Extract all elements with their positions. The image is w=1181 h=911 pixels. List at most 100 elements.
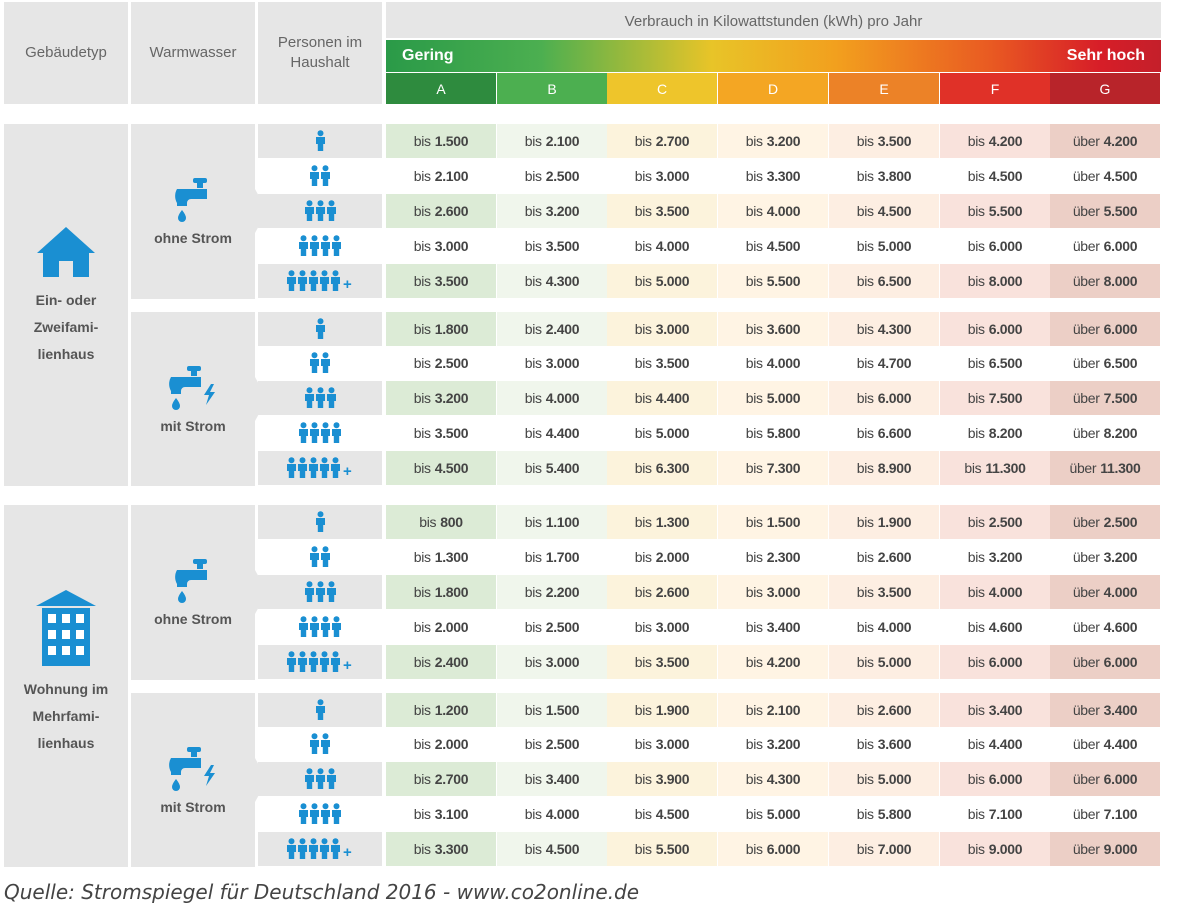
- value-cell-b: bis 4.300: [497, 263, 607, 298]
- value-cell-number: 2.700: [434, 771, 469, 788]
- svg-text:+: +: [343, 463, 352, 479]
- value-cell-f: bis 8.200: [940, 416, 1050, 451]
- value-cell-number: 9.000: [988, 841, 1023, 858]
- warmwasser-panel: ohne Strom: [131, 124, 267, 299]
- value-cell-number: 2.600: [434, 202, 469, 219]
- value-cell-c: bis 3.500: [607, 193, 717, 228]
- value-cell-g: über 7.100: [1050, 797, 1160, 832]
- value-cell-prefix: bis: [856, 514, 874, 530]
- warmwasser-label: ohne Strom: [154, 230, 232, 247]
- value-cell-number: 4.500: [877, 202, 912, 219]
- value-cell-prefix: über: [1072, 653, 1100, 670]
- value-cell-number: 1.900: [655, 701, 690, 718]
- value-cell-prefix: bis: [413, 806, 431, 823]
- value-cell-number: 7.100: [988, 806, 1023, 823]
- value-cell-number: 6.300: [655, 460, 690, 477]
- value-cell-g: über 6.000: [1050, 311, 1160, 346]
- value-cell-prefix: bis: [967, 133, 985, 149]
- 1-person-icon: [315, 317, 325, 339]
- value-cell-prefix: bis: [524, 167, 542, 184]
- value-cell-number: 2.100: [434, 167, 469, 184]
- value-cell-e: bis 3.800: [829, 158, 939, 193]
- value-cell-number: 2.300: [766, 548, 801, 565]
- persons-cell: [258, 124, 382, 158]
- value-cell-g: über 6.500: [1050, 346, 1160, 381]
- 5-person-icon: +: [286, 269, 352, 292]
- value-cell-number: 7.500: [988, 390, 1023, 407]
- value-cell-f: bis 9.000: [940, 832, 1050, 867]
- value-cell-number: 3.800: [877, 167, 912, 184]
- value-cell-prefix: bis: [856, 320, 874, 337]
- value-cell-f: bis 8.000: [940, 263, 1050, 298]
- value-cell-a: bis 1.500: [386, 124, 496, 158]
- value-cell-number: 2.400: [545, 320, 580, 337]
- value-cell-number: 6.500: [877, 272, 912, 289]
- persons-cell: [258, 797, 382, 832]
- value-cell-prefix: bis: [856, 618, 874, 635]
- value-cell-number: 11.300: [1100, 460, 1141, 477]
- value-cell-number: 5.500: [766, 272, 801, 289]
- value-cell-prefix: bis: [967, 736, 985, 753]
- value-cell-number: 4.200: [1103, 133, 1138, 149]
- value-cell-number: 6.500: [1103, 355, 1138, 372]
- value-cell-prefix: über: [1072, 272, 1100, 289]
- value-cell-number: 2.600: [877, 701, 912, 718]
- value-cell-number: 6.000: [1103, 320, 1138, 337]
- value-cell-e: bis 6.500: [829, 263, 939, 298]
- value-cell-d: bis 4.200: [718, 644, 828, 679]
- value-cell-number: 5.400: [545, 460, 580, 477]
- value-cell-prefix: bis: [524, 202, 542, 219]
- persons-cell: [258, 416, 382, 451]
- value-cell-prefix: bis: [634, 701, 652, 718]
- value-cell-c: bis 4.400: [607, 381, 717, 416]
- value-cell-d: bis 2.100: [718, 692, 828, 727]
- value-cell-number: 5.000: [655, 425, 690, 442]
- value-cell-number: 2.500: [434, 355, 469, 372]
- building-type-panel: Wohnung im Mehrfami-lienhaus: [4, 505, 128, 867]
- value-cell-prefix: bis: [524, 237, 542, 254]
- value-cell-g: über 7.500: [1050, 381, 1160, 416]
- persons-cell: [258, 311, 382, 346]
- value-cell-g: über 6.000: [1050, 644, 1160, 679]
- 2-person-icon: [310, 733, 330, 755]
- value-cell-number: 8.000: [988, 272, 1023, 289]
- value-cell-number: 4.500: [545, 841, 580, 858]
- value-cell-a: bis 3.300: [386, 832, 496, 867]
- value-cell-number: 3.000: [434, 237, 469, 254]
- value-cell-number: 4.500: [434, 460, 469, 477]
- value-cell-number: 4.300: [766, 771, 801, 788]
- value-cell-number: 4.400: [545, 425, 580, 442]
- value-cell-e: bis 5.000: [829, 762, 939, 797]
- value-cell-prefix: bis: [967, 653, 985, 670]
- value-cell-e: bis 5.000: [829, 644, 939, 679]
- persons-cell: [258, 381, 382, 416]
- value-cell-number: 4.000: [877, 618, 912, 635]
- persons-cell: [258, 158, 382, 193]
- value-cell-number: 3.200: [434, 390, 469, 407]
- value-cell-prefix: über: [1072, 548, 1100, 565]
- value-cell-number: 3.000: [545, 653, 580, 670]
- value-cell-number: 3.000: [545, 355, 580, 372]
- value-cell-prefix: bis: [634, 237, 652, 254]
- value-cell-prefix: bis: [413, 390, 431, 407]
- value-cell-prefix: über: [1072, 133, 1100, 149]
- value-cell-d: bis 7.300: [718, 451, 828, 486]
- value-cell-number: 6.000: [1103, 237, 1138, 254]
- value-cell-prefix: bis: [856, 425, 874, 442]
- value-cell-c: bis 3.900: [607, 762, 717, 797]
- value-cell-number: 7.500: [1103, 390, 1138, 407]
- value-cell-a: bis 2.000: [386, 727, 496, 762]
- value-cell-prefix: bis: [524, 841, 542, 858]
- value-cell-number: 2.500: [545, 618, 580, 635]
- value-cell-d: bis 3.400: [718, 609, 828, 644]
- warmwasser-label: ohne Strom: [154, 611, 232, 628]
- value-cell-c: bis 3.000: [607, 158, 717, 193]
- value-cell-prefix: bis: [413, 272, 431, 289]
- persons-cell: [258, 505, 382, 539]
- value-cell-number: 6.500: [988, 355, 1023, 372]
- value-cell-c: bis 5.000: [607, 416, 717, 451]
- header-warmwasser: Warmwasser: [131, 2, 255, 104]
- persons-cell: [258, 692, 382, 727]
- value-cell-e: bis 4.300: [829, 311, 939, 346]
- value-cell-prefix: bis: [413, 320, 431, 337]
